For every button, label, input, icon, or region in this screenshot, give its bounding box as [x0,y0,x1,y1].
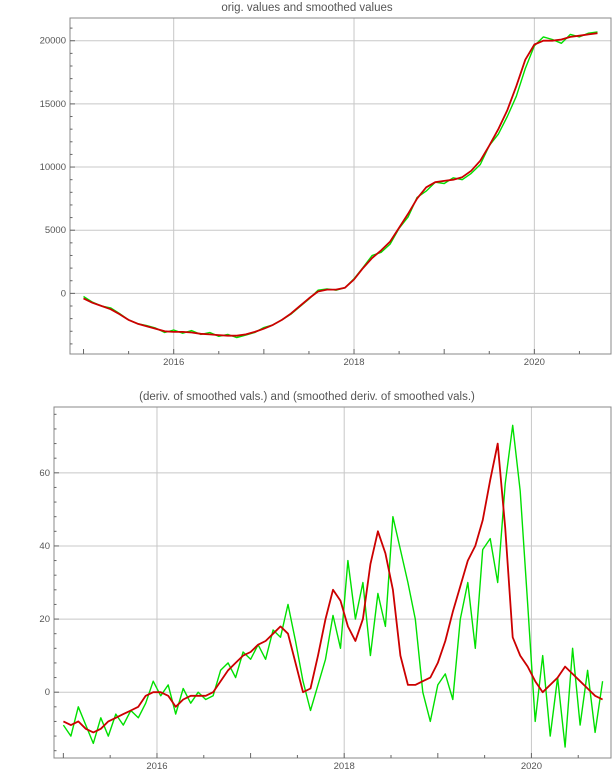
y-tick-label-0-3: 15000 [40,99,66,110]
x-tick-label-0-0: 2016 [163,357,184,368]
x-tick-label-1-1: 2018 [334,761,355,772]
series-line-0-1 [83,32,598,337]
x-tick-label-1-0: 2016 [146,761,167,772]
chart-top: 2016 2018 2020 0 5000 10000 15000 20000 [40,17,612,368]
chart-title-bottom: (deriv. of smoothed vals.) and (smoothed… [139,391,475,403]
y-tick-label-1-3: 60 [39,468,50,479]
x-tick-label-0-2: 2020 [524,357,545,368]
y-tick-label-0-4: 20000 [40,36,66,47]
y-tick-label-0-0: 0 [61,288,66,299]
y-tick-label-1-0: 0 [45,687,50,698]
series-line-1-1 [63,442,603,734]
series-line-1-0 [62,424,604,748]
x-tick-label-0-1: 2018 [343,357,364,368]
y-tick-label-0-1: 5000 [45,225,66,236]
chart-title-top: orig. values and smoothed values [221,2,393,14]
y-tick-label-1-1: 20 [39,614,50,625]
plot-frame-0 [69,17,612,355]
plot-frame-1 [53,406,612,759]
x-tick-label-1-2: 2020 [521,761,542,772]
y-tick-label-0-2: 10000 [40,162,66,173]
y-tick-label-1-2: 40 [39,541,50,552]
